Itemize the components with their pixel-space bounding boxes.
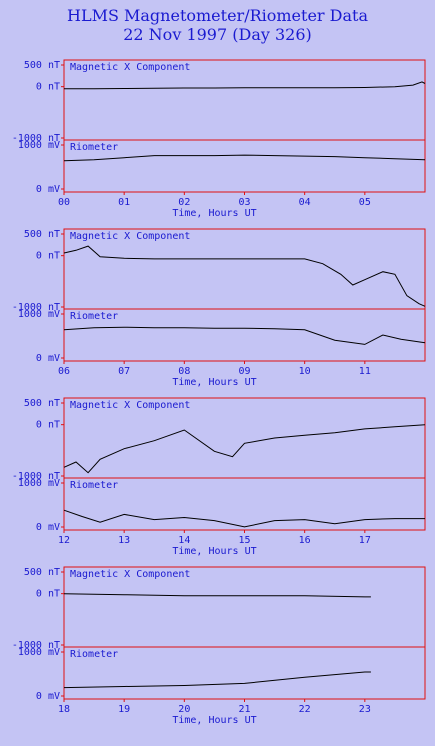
- mag-panel-label: Magnetic X Component: [70, 231, 190, 242]
- mag-y-tick-label: 500 nT: [24, 567, 60, 578]
- x-tick-label: 01: [118, 197, 130, 208]
- x-tick-label: 11: [359, 366, 371, 377]
- mag-panel-label: Magnetic X Component: [70, 62, 190, 73]
- x-tick-label: 19: [118, 704, 130, 715]
- x-tick-label: 17: [359, 535, 371, 546]
- x-tick-label: 03: [238, 197, 250, 208]
- chart-header: HLMS Magnetometer/Riometer Data 22 Nov 1…: [0, 6, 435, 44]
- x-tick-label: 02: [178, 197, 190, 208]
- rio-panel-label: Riometer: [70, 649, 118, 660]
- mag-series-line: [63, 424, 426, 474]
- chart-subtitle: 22 Nov 1997 (Day 326): [123, 25, 312, 44]
- x-tick-label: 16: [299, 535, 311, 546]
- x-tick-label: 20: [178, 704, 190, 715]
- x-tick-label: 15: [238, 535, 250, 546]
- mag-series-line: [64, 81, 426, 90]
- rio-panel-label: Riometer: [70, 480, 118, 491]
- mag-y-tick-label: -1000 nT: [12, 133, 60, 144]
- mag-series-line: [63, 593, 371, 598]
- rio-y-tick-label: 0 mV: [36, 522, 60, 533]
- rio-series-line: [63, 509, 425, 528]
- mag-y-tick-label: 0 nT: [36, 589, 60, 600]
- rio-y-tick-label: 1000 mV: [18, 478, 60, 489]
- chart-title: HLMS Magnetometer/Riometer Data: [67, 6, 368, 25]
- x-tick-label: 07: [118, 366, 130, 377]
- x-axis-label: Time, Hours UT: [172, 377, 256, 388]
- x-tick-label: 04: [299, 197, 311, 208]
- mag-y-tick-label: 500 nT: [24, 229, 60, 240]
- x-tick-label: 23: [359, 704, 371, 715]
- mag-y-tick-label: -1000 nT: [12, 471, 60, 482]
- x-tick-label: 05: [359, 197, 371, 208]
- x-tick-label: 00: [58, 197, 70, 208]
- x-tick-label: 09: [238, 366, 250, 377]
- rio-y-tick-label: 0 mV: [36, 353, 60, 364]
- x-tick-label: 21: [238, 704, 250, 715]
- mag-y-tick-label: -1000 nT: [12, 640, 60, 651]
- rio-y-tick-label: 1000 mV: [18, 140, 60, 151]
- x-tick-label: 10: [299, 366, 311, 377]
- mag-panel-label: Magnetic X Component: [70, 400, 190, 411]
- rio-y-tick-label: 0 mV: [36, 691, 60, 702]
- mag-y-tick-label: 0 nT: [36, 82, 60, 93]
- rio-y-tick-label: 1000 mV: [18, 647, 60, 658]
- rio-y-tick-label: 1000 mV: [18, 309, 60, 320]
- mag-y-tick-label: -1000 nT: [12, 302, 60, 313]
- x-tick-label: 06: [58, 366, 70, 377]
- mag-series-line: [63, 245, 426, 307]
- rio-series-line: [63, 326, 426, 345]
- rio-y-tick-label: 0 mV: [36, 184, 60, 195]
- rio-series-line: [63, 154, 426, 162]
- x-axis-label: Time, Hours UT: [172, 208, 256, 219]
- x-tick-label: 13: [118, 535, 130, 546]
- x-tick-label: 22: [299, 704, 311, 715]
- mag-panel-label: Magnetic X Component: [70, 569, 190, 580]
- mag-y-tick-label: 500 nT: [24, 60, 60, 71]
- x-axis-label: Time, Hours UT: [172, 715, 256, 726]
- rio-panel-label: Riometer: [70, 311, 118, 322]
- rio-series-line: [63, 671, 371, 689]
- mag-y-tick-label: 500 nT: [24, 398, 60, 409]
- x-tick-label: 12: [58, 535, 70, 546]
- x-axis-label: Time, Hours UT: [172, 546, 256, 557]
- x-tick-label: 18: [58, 704, 70, 715]
- mag-y-tick-label: 0 nT: [36, 420, 60, 431]
- x-tick-label: 08: [178, 366, 190, 377]
- mag-y-tick-label: 0 nT: [36, 251, 60, 262]
- rio-panel-label: Riometer: [70, 142, 118, 153]
- x-tick-label: 14: [178, 535, 190, 546]
